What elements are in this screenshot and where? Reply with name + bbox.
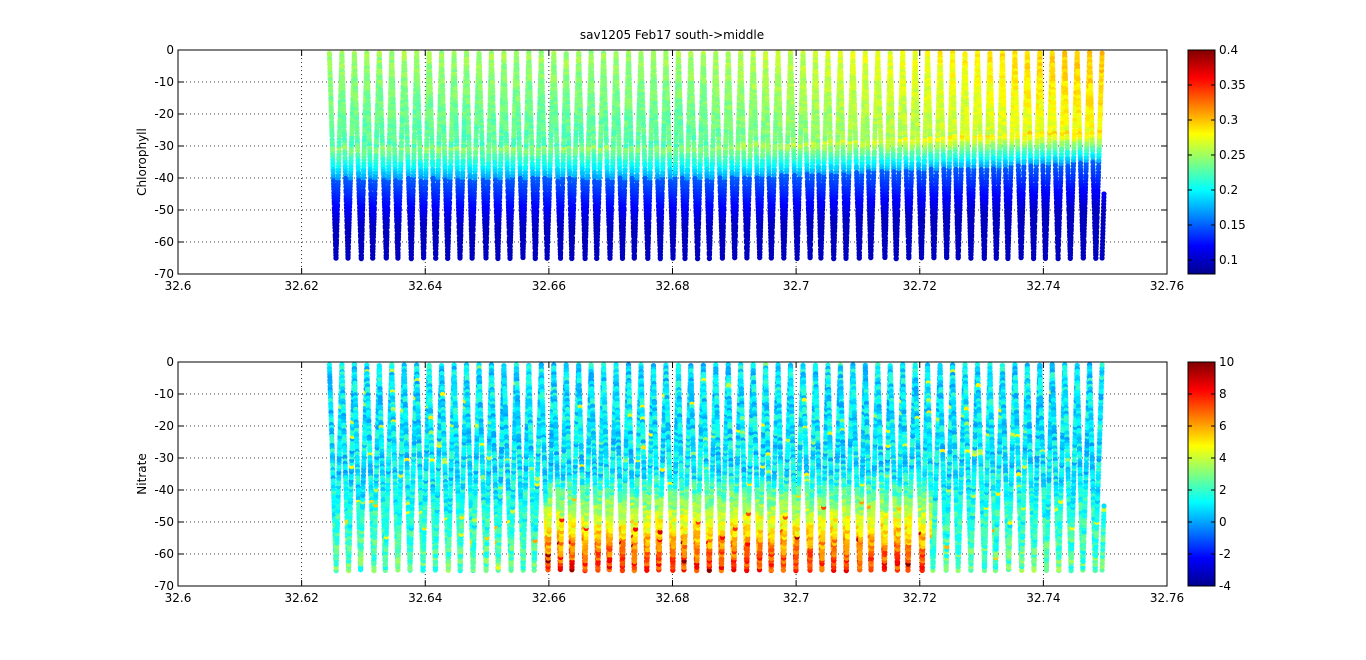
data-point xyxy=(379,124,385,130)
data-point xyxy=(345,243,351,249)
chlorophyll-panel: 32.6 32.62 32.64 32.66 32.68 32.7 32.72 32.74 32… xyxy=(135,43,1246,293)
data-point xyxy=(354,130,360,136)
data-point xyxy=(346,211,352,217)
data-point xyxy=(358,252,364,258)
data-point xyxy=(352,68,358,74)
data-point xyxy=(341,124,347,130)
data-point xyxy=(398,140,405,146)
data-point xyxy=(397,184,403,190)
data-point xyxy=(387,122,393,128)
data-point xyxy=(364,73,371,79)
data-point xyxy=(371,199,378,205)
data-point xyxy=(384,217,390,223)
data-point xyxy=(395,241,401,247)
data-point xyxy=(328,115,335,121)
data-point xyxy=(360,187,366,193)
data-point xyxy=(390,91,396,97)
data-point xyxy=(339,59,345,65)
data-point xyxy=(337,116,343,122)
data-point xyxy=(334,202,341,208)
data-point xyxy=(389,70,395,76)
data-point xyxy=(364,56,370,62)
data-point xyxy=(381,183,387,189)
data-point xyxy=(368,186,374,192)
data-point xyxy=(385,184,391,190)
data-point xyxy=(391,142,398,148)
data-point xyxy=(373,152,379,158)
data-point xyxy=(342,151,348,157)
data-point xyxy=(367,171,373,177)
data-point xyxy=(365,89,371,95)
data-point xyxy=(398,148,404,154)
figure-title: sav1205 Feb17 south->middle xyxy=(580,28,764,42)
data-point xyxy=(371,205,377,211)
data-point xyxy=(334,223,340,229)
data-point xyxy=(328,109,334,115)
data-point xyxy=(359,241,365,247)
data-point xyxy=(365,106,372,112)
data-point xyxy=(399,122,405,128)
data-point xyxy=(359,211,366,217)
data-point xyxy=(353,94,359,100)
data-point xyxy=(386,151,392,157)
data-point xyxy=(397,178,403,184)
data-point xyxy=(336,160,342,166)
data-point xyxy=(387,131,393,137)
data-point xyxy=(377,82,383,89)
data-point xyxy=(360,196,366,202)
data-point xyxy=(372,190,378,196)
chlorophyll-data xyxy=(326,50,1107,262)
data-point xyxy=(336,148,342,154)
data-point xyxy=(398,160,404,166)
data-point xyxy=(347,196,353,202)
data-point xyxy=(362,134,368,140)
data-point xyxy=(329,133,335,139)
data-point xyxy=(381,192,387,198)
data-point xyxy=(385,196,391,202)
data-point xyxy=(385,205,391,211)
data-point xyxy=(374,125,380,131)
data-point xyxy=(334,211,340,217)
data-point xyxy=(349,116,355,122)
data-point xyxy=(378,103,384,109)
data-point xyxy=(384,229,390,235)
data-point xyxy=(343,189,349,196)
data-point xyxy=(380,171,387,177)
data-point xyxy=(355,148,361,154)
data-point xyxy=(379,142,385,148)
data-point xyxy=(371,211,377,217)
